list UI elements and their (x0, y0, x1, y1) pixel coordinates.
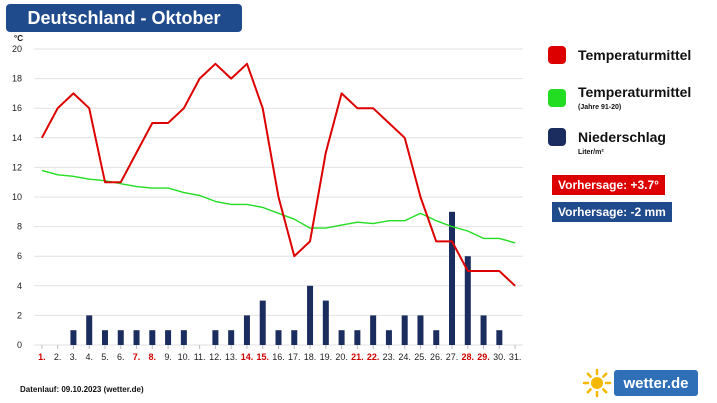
x-tick-label: 23. (383, 352, 396, 362)
sun-ray (586, 372, 592, 378)
y-tick-label: 2 (17, 310, 22, 320)
x-tick-label: 30. (493, 352, 506, 362)
y-unit-label: °C (14, 34, 23, 43)
precipitation-bar (165, 330, 172, 345)
precipitation-bar (149, 330, 156, 345)
sun-ray (586, 388, 592, 394)
x-tick-label: 9. (164, 352, 172, 362)
x-tick-label: 18. (304, 352, 317, 362)
y-tick-label: 12 (12, 162, 22, 172)
x-tick-label: 31. (509, 352, 522, 362)
x-tick-label: 8. (149, 352, 157, 362)
page-title: Deutschland - Oktober (27, 7, 221, 28)
precipitation-bar (480, 315, 487, 345)
precipitation-bar (117, 330, 124, 345)
x-tick-label: 24. (398, 352, 411, 362)
sun-ray (602, 372, 608, 378)
y-tick-label: 8 (17, 222, 22, 232)
x-tick-label: 10. (178, 352, 191, 362)
y-tick-label: 20 (12, 44, 22, 54)
precipitation-bar (496, 330, 503, 345)
x-tick-label: 17. (288, 352, 301, 362)
x-tick-label: 21. (351, 352, 364, 362)
precipitation-bar (101, 330, 108, 345)
legend-sublabel: (Jahre 91-20) (578, 104, 622, 111)
legend-swatch-red (548, 46, 566, 64)
x-tick-label: 25. (414, 352, 427, 362)
legend-swatch-navy (548, 128, 566, 146)
forecast-temperature-badge: Vorhersage: +3.7° (552, 175, 665, 195)
y-tick-label: 6 (17, 251, 22, 261)
precipitation-bar (385, 330, 392, 345)
logo-text: wetter.de (614, 370, 698, 396)
precipitation-bar (417, 315, 424, 345)
precipitation-bar (464, 256, 471, 345)
x-tick-label: 3. (70, 352, 78, 362)
x-tick-label: 4. (85, 352, 93, 362)
precipitation-bar (307, 285, 314, 345)
x-tick-label: 16. (272, 352, 285, 362)
x-tick-label: 7. (133, 352, 141, 362)
precipitation-bar (259, 300, 266, 345)
wetter-logo: wetter.de (582, 368, 700, 398)
legend-label: Niederschlag (578, 129, 666, 145)
x-tick-label: 22. (367, 352, 380, 362)
x-tick-label: 5. (101, 352, 109, 362)
title-banner: Deutschland - Oktober (6, 4, 242, 32)
precipitation-bar (180, 330, 187, 345)
x-tick-label: 13. (225, 352, 238, 362)
forecast-precipitation-badge: Vorhersage: -2 mm (552, 202, 672, 222)
precipitation-bar (433, 330, 440, 345)
y-tick-label: 10 (12, 192, 22, 202)
x-tick-label: 2. (54, 352, 62, 362)
x-tick-label: 12. (209, 352, 222, 362)
sun-icon (582, 368, 612, 398)
x-tick-label: 27. (446, 352, 459, 362)
precipitation-bar (275, 330, 282, 345)
x-tick-label: 20. (335, 352, 348, 362)
precipitation-bar (354, 330, 361, 345)
data-run-footer: Datenlauf: 09.10.2023 (wetter.de) (20, 385, 144, 394)
precipitation-bar (133, 330, 140, 345)
precipitation-bar (243, 315, 250, 345)
y-tick-label: 18 (12, 74, 22, 84)
legend-label: Temperaturmittel (578, 47, 692, 63)
x-tick-label: 1. (38, 352, 46, 362)
y-tick-label: 4 (17, 281, 22, 291)
x-tick-label: 29. (477, 352, 490, 362)
x-tick-label: 11. (194, 352, 206, 362)
precipitation-bar (401, 315, 408, 345)
precipitation-bar (291, 330, 298, 345)
precipitation-bar (86, 315, 93, 345)
precipitation-bar (70, 330, 77, 345)
legend-swatch-green (548, 89, 566, 107)
precipitation-bar (370, 315, 377, 345)
legend-sublabel: Liter/m² (578, 149, 604, 156)
precipitation-bar (322, 300, 329, 345)
precipitation-bar (228, 330, 235, 345)
x-tick-label: 6. (117, 352, 125, 362)
y-tick-label: 0 (17, 340, 22, 350)
y-tick-label: 14 (12, 133, 22, 143)
precipitation-bar (338, 330, 345, 345)
legend-label: Temperaturmittel (578, 84, 692, 100)
series-line-temperature (41, 62, 516, 287)
x-tick-label: 14. (241, 352, 254, 362)
x-tick-label: 15. (256, 352, 269, 362)
y-tick-label: 16 (12, 103, 22, 113)
precipitation-bar (449, 211, 456, 345)
series-line-normal (41, 169, 516, 244)
x-tick-label: 19. (320, 352, 333, 362)
x-tick-label: 26. (430, 352, 443, 362)
sun-ray (602, 388, 608, 394)
precipitation-bar (212, 330, 219, 345)
x-tick-label: 28. (462, 352, 475, 362)
